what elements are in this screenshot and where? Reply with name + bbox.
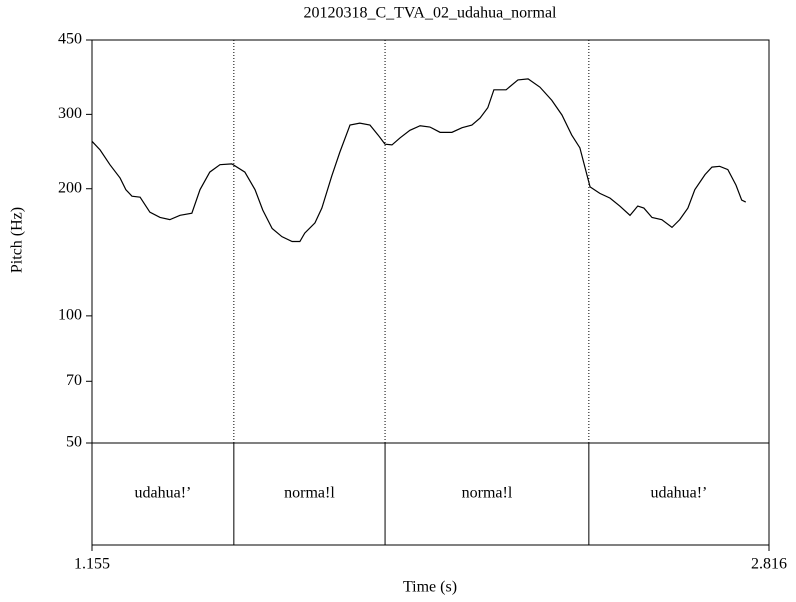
plot-frame [91, 39, 770, 546]
interval-label: norma!l [284, 485, 335, 502]
y-tick-label: 300 [58, 105, 82, 122]
y-tick-label: 70 [66, 372, 82, 389]
interval-label: udahua!’ [134, 485, 191, 502]
y-axis-label: Pitch (Hz) [9, 207, 26, 273]
x-tick-label: 1.155 [74, 556, 110, 573]
y-tick-label: 100 [58, 307, 82, 324]
interval-label: norma!l [462, 485, 513, 502]
interval-label: udahua!’ [650, 485, 707, 502]
y-tick-label: 50 [66, 434, 82, 451]
chart-title: 20120318_C_TVA_02_udahua_normal [303, 5, 557, 22]
y-tick-label: 450 [58, 31, 82, 48]
pitch-contour [91, 78, 747, 243]
x-axis-label: Time (s) [403, 579, 457, 596]
x-tick-label: 2.816 [751, 556, 787, 573]
y-tick-label: 200 [58, 179, 82, 196]
